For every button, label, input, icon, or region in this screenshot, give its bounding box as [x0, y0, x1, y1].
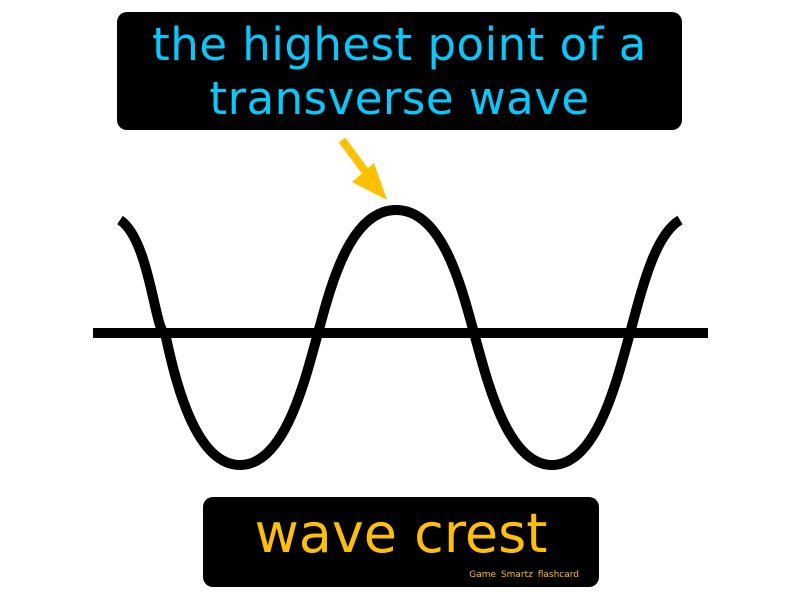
definition-box: the highest point of a transverse wave	[117, 12, 682, 130]
term-box: wave crest Game Smartz flashcard	[203, 497, 599, 587]
crest-arrow	[338, 137, 387, 200]
definition-line-1: the highest point of a	[152, 18, 647, 71]
brand-label: Game Smartz flashcard	[469, 570, 579, 580]
definition-line-2: transverse wave	[209, 72, 590, 125]
crest-arrow-head	[352, 163, 387, 200]
crest-arrow-shaft	[338, 137, 372, 178]
term-title: wave crest	[254, 502, 548, 565]
transverse-wave	[116, 205, 683, 470]
